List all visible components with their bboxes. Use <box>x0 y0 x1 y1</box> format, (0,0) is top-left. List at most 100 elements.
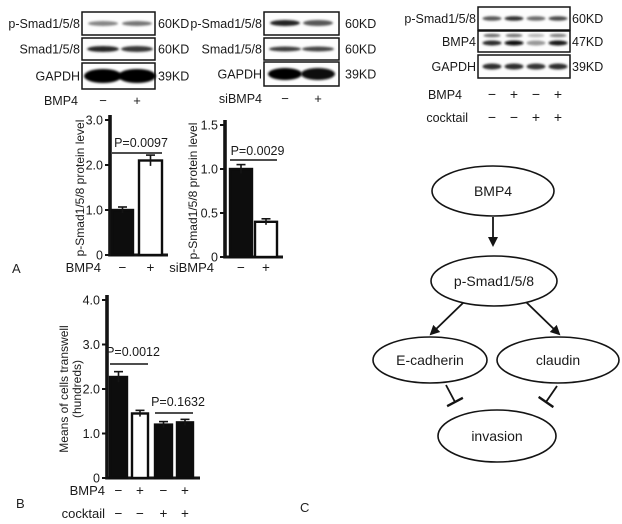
diagram-svg: BMP4 p-Smad1/5/8 E-cadherin claudin invasion <box>372 165 620 463</box>
blot-band <box>548 63 568 70</box>
condition-label: cocktail <box>426 111 468 125</box>
blot-box <box>263 11 340 36</box>
diagram-node-bmp4 <box>431 165 555 217</box>
condition-symbol: − <box>115 506 123 521</box>
diagram-node-psmad <box>430 255 558 307</box>
western-blot-panel-cocktail: p-Smad1/5/8 60KD BMP4 47KD GAPDH 39KD BMP4− + − +… <box>390 0 622 130</box>
condition-symbol: + <box>262 260 270 275</box>
blot-band <box>122 21 152 26</box>
blot-row-label: GAPDH <box>218 68 262 82</box>
y-axis-tick-label: 0 <box>96 249 103 263</box>
blot-band <box>303 20 333 26</box>
condition-symbol: − <box>532 86 540 102</box>
p-value-label: P=0.1632 <box>151 395 205 409</box>
bar <box>228 167 254 259</box>
condition-symbol: − <box>488 86 496 102</box>
condition-symbol: − <box>488 109 496 125</box>
blot-band <box>269 46 301 52</box>
y-axis-tick-label: 0 <box>211 251 218 265</box>
blot-row-label: Smad1/5/8 <box>20 43 81 57</box>
condition-symbol: + <box>314 91 322 106</box>
y-axis-label: Means of cells transwell <box>57 325 71 452</box>
diagram-node-label: invasion <box>471 428 522 444</box>
bar <box>130 412 150 480</box>
pathway-diagram: BMP4 p-Smad1/5/8 E-cadherin claudin invasion <box>368 148 622 493</box>
condition-label: BMP4 <box>66 260 101 275</box>
bar <box>153 423 174 480</box>
condition-label: BMP4 <box>428 88 462 102</box>
blot-band <box>504 63 524 70</box>
condition-symbol: + <box>147 260 155 275</box>
diagram-node-invasion <box>437 409 557 463</box>
condition-label: siBMP4 <box>169 260 214 275</box>
blot-band <box>526 40 546 46</box>
diagram-edge-inhibit <box>445 384 464 408</box>
blot-band <box>270 20 300 26</box>
condition-symbol: − <box>115 483 123 498</box>
blot-svg: p-Smad1/5/8 60KD Smad1/5/8 60KD GAPDH 39KD BMP… <box>8 11 189 108</box>
blot-band <box>504 40 524 46</box>
bar-chart-psmad-sibmp4: 0 0.5 1.0 1.5 p-Smad1/5/8 protein level P=0.0… <box>150 112 300 290</box>
molecular-weight-label: 39KD <box>158 70 189 84</box>
condition-symbol: + <box>133 93 141 108</box>
condition-label: BMP4 <box>44 94 78 108</box>
molecular-weight-label: 60KD <box>572 12 603 26</box>
blot-row-label: Smad1/5/8 <box>202 43 263 57</box>
molecular-weight-label: 39KD <box>572 60 603 74</box>
western-blot-panel-bmp4: p-Smad1/5/8 60KD Smad1/5/8 60KD GAPDH 39KD BMP… <box>0 2 195 112</box>
blot-band <box>302 46 334 52</box>
diagram-node-label: E-cadherin <box>396 352 464 368</box>
condition-symbol: + <box>554 86 562 102</box>
molecular-weight-label: 60KD <box>345 43 376 57</box>
condition-symbol: − <box>119 260 127 275</box>
p-value-label: P=0.0029 <box>231 144 285 158</box>
blot-band <box>482 16 502 21</box>
y-axis-tick-label: 1.0 <box>201 163 218 177</box>
y-axis-label: p-Smad1/5/8 protein level <box>73 120 87 257</box>
blot-band <box>301 68 335 80</box>
condition-symbol: + <box>181 483 189 498</box>
panel-label-c: C <box>300 500 310 515</box>
blot-band <box>121 46 153 52</box>
y-axis-tick-label: 0.5 <box>201 207 218 221</box>
bar-chart-psmad-bmp4: 0 1.0 2.0 3.0 p-Smad1/5/8 protein level P=0.0… <box>40 112 190 290</box>
panel-label-a: A <box>12 261 21 276</box>
blot-box <box>263 37 340 61</box>
blot-box <box>477 54 571 79</box>
condition-symbol: − <box>281 91 289 106</box>
western-blot-panel-sibmp4: p-Smad1/5/8 60KD Smad1/5/8 60KD GAPDH 39KD siB… <box>190 2 390 112</box>
blot-band <box>548 16 568 21</box>
blot-band <box>268 68 302 80</box>
blot-svg: p-Smad1/5/8 60KD Smad1/5/8 60KD GAPDH 39KD siB… <box>190 11 376 106</box>
condition-symbol: − <box>237 260 245 275</box>
molecular-weight-label: 60KD <box>158 43 189 57</box>
condition-symbol: + <box>160 506 168 521</box>
y-axis-tick-label: 4.0 <box>83 294 100 308</box>
condition-label: BMP4 <box>70 483 105 498</box>
bar <box>108 375 129 480</box>
diagram-node-label: BMP4 <box>474 183 512 199</box>
blot-band <box>118 69 156 83</box>
blot-band <box>482 63 502 70</box>
bar-chart-transwell: 0 1.0 2.0 3.0 4.0 Means of cells transwell (hu… <box>40 290 222 524</box>
y-axis-tick-label: 2.0 <box>86 159 103 173</box>
blot-band <box>87 46 119 52</box>
bar <box>110 208 135 257</box>
y-axis-tick-label: 3.0 <box>83 338 100 352</box>
condition-symbol: + <box>510 86 518 102</box>
blot-band <box>548 40 568 46</box>
chart-svg: 0 1.0 2.0 3.0p-Smad1/5/8 protein level P=0.0… <box>66 114 168 275</box>
diagram-edge-activate <box>429 301 465 336</box>
p-value-label: P=0.0097 <box>114 136 168 150</box>
molecular-weight-label: 39KD <box>345 68 376 82</box>
y-axis-tick-label: 2.0 <box>83 383 100 397</box>
blot-band <box>84 69 122 83</box>
y-axis-tick-label: 3.0 <box>86 114 103 128</box>
y-axis-label: p-Smad1/5/8 protein level <box>186 123 200 260</box>
blot-band <box>504 16 524 21</box>
y-axis-tick-label: 1.0 <box>86 204 103 218</box>
condition-symbol: − <box>510 109 518 125</box>
chart-svg: 0 0.5 1.0 1.5p-Smad1/5/8 protein level P=0.0… <box>169 119 285 276</box>
blot-row-label: BMP4 <box>442 35 476 49</box>
